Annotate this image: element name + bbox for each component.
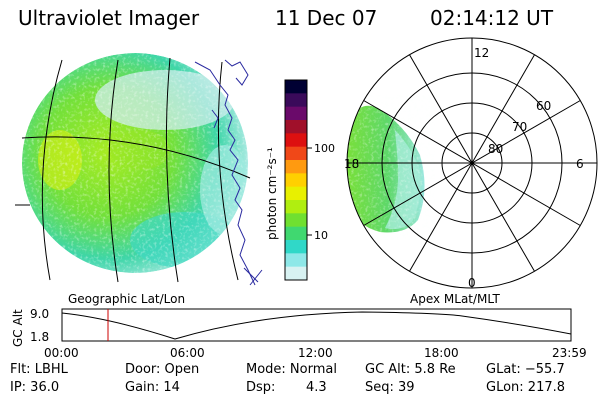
geo-panel-label: Geographic Lat/Lon xyxy=(68,292,185,306)
ip-info: IP: 36.0 xyxy=(10,380,60,395)
colorbar-stripe xyxy=(285,93,307,108)
instrument-title: Ultraviolet Imager xyxy=(18,6,200,30)
polar-grid xyxy=(346,37,598,289)
colorbar: 100 10 photon cm⁻²s⁻¹ xyxy=(265,79,335,281)
polar-panel: 12 18 6 0 60 70 80 xyxy=(344,37,598,290)
gc-alt-info: GC Alt: 5.8 Re xyxy=(365,362,456,377)
altitude-curve xyxy=(61,311,572,340)
dsp-info-value: 4.3 xyxy=(306,380,327,395)
colorbar-tick-100: 100 xyxy=(314,142,335,155)
altitude-ylabel: GC Alt xyxy=(11,309,25,347)
colorbar-stripe xyxy=(285,240,307,254)
mlt-label-6: 6 xyxy=(576,157,584,171)
seq-info: Seq: 39 xyxy=(365,380,415,395)
time-label: 02:14:12 UT xyxy=(430,6,554,30)
altitude-ytick-low: 1.8 xyxy=(30,330,49,344)
colorbar-stripe xyxy=(285,160,307,174)
colorbar-stripe xyxy=(285,213,307,228)
glon-info: GLon: 217.8 xyxy=(486,380,566,395)
mlat-label-70: 70 xyxy=(512,120,527,134)
mlat-label-80: 80 xyxy=(488,142,503,156)
colorbar-stripe xyxy=(285,106,307,121)
mlat-label-60: 60 xyxy=(536,99,551,113)
altitude-plot: GC Alt 9.0 1.8 00:00 06:00 12:00 18:00 2… xyxy=(11,307,587,360)
colorbar-stripe xyxy=(285,120,307,134)
colorbar-stripe xyxy=(285,133,307,148)
altitude-xtick-0000: 00:00 xyxy=(44,346,79,360)
colorbar-unit-label: photon cm⁻²s⁻¹ xyxy=(265,147,279,240)
mlt-label-18: 18 xyxy=(344,157,359,171)
gain-info: Gain: 14 xyxy=(125,380,180,395)
altitude-xtick-1800: 18:00 xyxy=(424,346,459,360)
colorbar-tick-10: 10 xyxy=(314,229,328,242)
colorbar-stripe xyxy=(285,186,307,201)
colorbar-stripe xyxy=(285,146,307,161)
colorbar-stripe xyxy=(285,80,307,94)
colorbar-stripe xyxy=(285,200,307,214)
filter-info: Flt: LBHL xyxy=(10,362,68,377)
mlt-label-0: 0 xyxy=(468,276,476,290)
mlt-label-12: 12 xyxy=(474,46,489,60)
colorbar-stripe xyxy=(285,226,307,241)
mode-info: Mode: Normal xyxy=(246,362,337,377)
door-info: Door: Open xyxy=(125,362,200,377)
glat-info: GLat: −55.7 xyxy=(486,362,565,377)
dsp-info-label: Dsp: xyxy=(246,380,276,395)
colorbar-stripe xyxy=(285,173,307,188)
geo-image-panel xyxy=(15,53,263,286)
geo-grid-lines xyxy=(15,57,251,283)
altitude-xtick-0600: 06:00 xyxy=(170,346,205,360)
altitude-xtick-1200: 12:00 xyxy=(298,346,333,360)
altitude-ytick-high: 9.0 xyxy=(30,307,49,321)
polar-panel-label: Apex MLat/MLT xyxy=(410,292,500,306)
colorbar-stripe xyxy=(285,266,307,281)
coastline-outline xyxy=(194,59,263,286)
altitude-xtick-2359: 23:59 xyxy=(552,346,587,360)
date-label: 11 Dec 07 xyxy=(275,6,378,30)
colorbar-stripe xyxy=(285,253,307,268)
